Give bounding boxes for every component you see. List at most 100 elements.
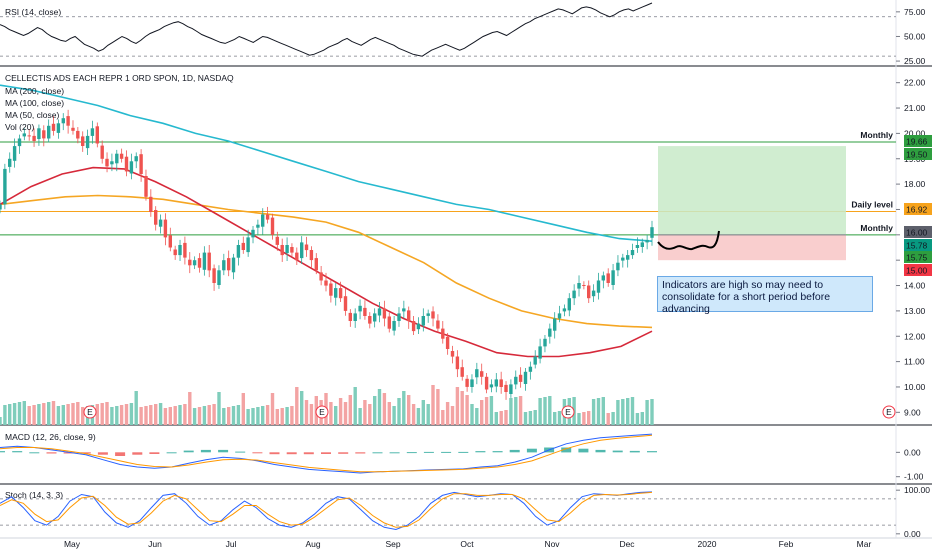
candle xyxy=(548,323,552,344)
volume-bar xyxy=(241,393,245,425)
candle xyxy=(81,131,85,152)
volume-bar xyxy=(17,402,22,425)
price-badge-3: 16.00 xyxy=(904,226,932,238)
volume-bar xyxy=(348,395,352,425)
macd-hist-bar xyxy=(166,452,177,454)
macd-pane[interactable]: MACD (12, 26, close, 9) 0.00 -1.00 xyxy=(0,432,924,482)
time-tick-label-9: Feb xyxy=(779,539,794,549)
macd-line xyxy=(0,433,653,474)
candle xyxy=(119,148,124,163)
volume-bar xyxy=(280,408,284,425)
volume-bar xyxy=(139,407,143,425)
volume-bar xyxy=(3,405,7,425)
macd-hist-bar xyxy=(303,452,314,455)
candle xyxy=(158,214,163,234)
macd-tick-label-0: 0.00 xyxy=(904,447,921,457)
volume-bar xyxy=(436,389,440,425)
volume-bar xyxy=(275,409,279,425)
candle xyxy=(606,268,610,287)
price-badge-bg xyxy=(904,264,932,276)
volume-bars xyxy=(0,385,654,425)
position-profit-zone[interactable] xyxy=(658,146,846,235)
stoch-tick-label-1: 0.00 xyxy=(904,529,921,539)
price-badge-text: 15.00 xyxy=(906,266,928,276)
rsi-pane[interactable]: RSI (14, close) 75.00 50.00 25.00 xyxy=(0,2,926,66)
price-badge-bg xyxy=(904,135,932,147)
price-badge-text: 19.50 xyxy=(906,150,928,160)
annotation-note[interactable]: Indicators are high so may need to conso… xyxy=(657,276,873,315)
volume-bar xyxy=(416,408,421,425)
volume-bar xyxy=(37,404,41,425)
candle xyxy=(105,152,109,173)
candle xyxy=(295,247,299,265)
time-tick-label-0: May xyxy=(64,539,81,549)
candle xyxy=(61,113,65,131)
time-tick-label-5: Oct xyxy=(460,539,474,549)
candle xyxy=(591,284,596,303)
price-pane[interactable]: 22.0021.0020.0019.0018.0017.0016.0015.00… xyxy=(0,73,932,425)
volume-bar xyxy=(285,407,289,425)
stoch-tick-label-0: 100.00 xyxy=(904,485,930,495)
volume-bar xyxy=(470,404,474,425)
volume-bar xyxy=(548,396,552,425)
time-tick-label-2: Jul xyxy=(226,539,237,549)
volume-bar xyxy=(129,403,134,425)
macd-hist-bar xyxy=(372,452,383,454)
price-badge-0: 19.66 xyxy=(904,135,932,147)
volume-bar xyxy=(445,402,450,425)
rsi-title: RSI (14, close) xyxy=(5,7,61,17)
rsi-tick-label-0: 75.00 xyxy=(904,7,926,17)
candle xyxy=(572,284,576,306)
volume-bar xyxy=(377,389,382,425)
candle xyxy=(455,350,460,378)
macd-hist-bar xyxy=(235,451,246,453)
rsi-axis-ticks: 75.00 50.00 25.00 xyxy=(0,7,926,66)
volume-bar xyxy=(353,387,357,425)
earnings-marker-icon[interactable]: E xyxy=(561,405,575,419)
volume-bar xyxy=(411,404,416,425)
legend-volume: Vol (20) xyxy=(5,122,34,132)
candle xyxy=(319,266,323,286)
volume-bar xyxy=(231,406,236,425)
candle xyxy=(343,288,348,316)
candle xyxy=(3,163,7,210)
candle xyxy=(645,234,649,250)
time-axis[interactable]: May Jun Jul Aug Sep Oct Nov Dec 2020 Feb Mar xyxy=(64,539,872,549)
candle xyxy=(543,334,547,353)
candle xyxy=(154,206,158,231)
candle xyxy=(509,379,513,398)
candle xyxy=(66,109,70,134)
stoch-pane[interactable]: Stoch (14, 3, 3) 100.00 0.00 xyxy=(0,485,930,539)
volume-bar xyxy=(382,393,387,425)
candle xyxy=(392,315,396,336)
price-tick-label-0: 22.00 xyxy=(904,78,926,88)
candle xyxy=(445,332,450,355)
candle xyxy=(115,149,119,172)
earnings-marker-icon[interactable]: E xyxy=(83,405,97,419)
volume-bar xyxy=(431,385,435,425)
earnings-marker-label: E xyxy=(886,407,892,417)
long-position-tool[interactable] xyxy=(658,146,846,261)
position-loss-zone[interactable] xyxy=(658,234,846,261)
candle xyxy=(168,227,172,252)
volume-bar xyxy=(514,397,518,425)
volume-bar xyxy=(621,399,625,425)
macd-axis-ticks: 0.00 -1.00 xyxy=(896,447,924,482)
macd-hist-bar xyxy=(578,448,589,453)
volume-bar xyxy=(616,400,620,425)
earnings-marker-icon[interactable]: E xyxy=(315,405,329,419)
candle xyxy=(227,250,231,277)
earnings-marker-icon[interactable]: E xyxy=(882,405,896,419)
price-badge-text: 15.75 xyxy=(906,253,928,263)
macd-hist-bar xyxy=(406,452,417,454)
volume-bar xyxy=(450,406,455,425)
volume-bar xyxy=(334,406,338,425)
volume-bar xyxy=(158,403,163,425)
volume-bar xyxy=(441,410,445,425)
price-badge-bg xyxy=(904,226,932,238)
macd-hist-bar xyxy=(183,450,194,453)
candle xyxy=(480,363,484,385)
volume-bar xyxy=(134,391,138,425)
candle xyxy=(149,189,153,217)
